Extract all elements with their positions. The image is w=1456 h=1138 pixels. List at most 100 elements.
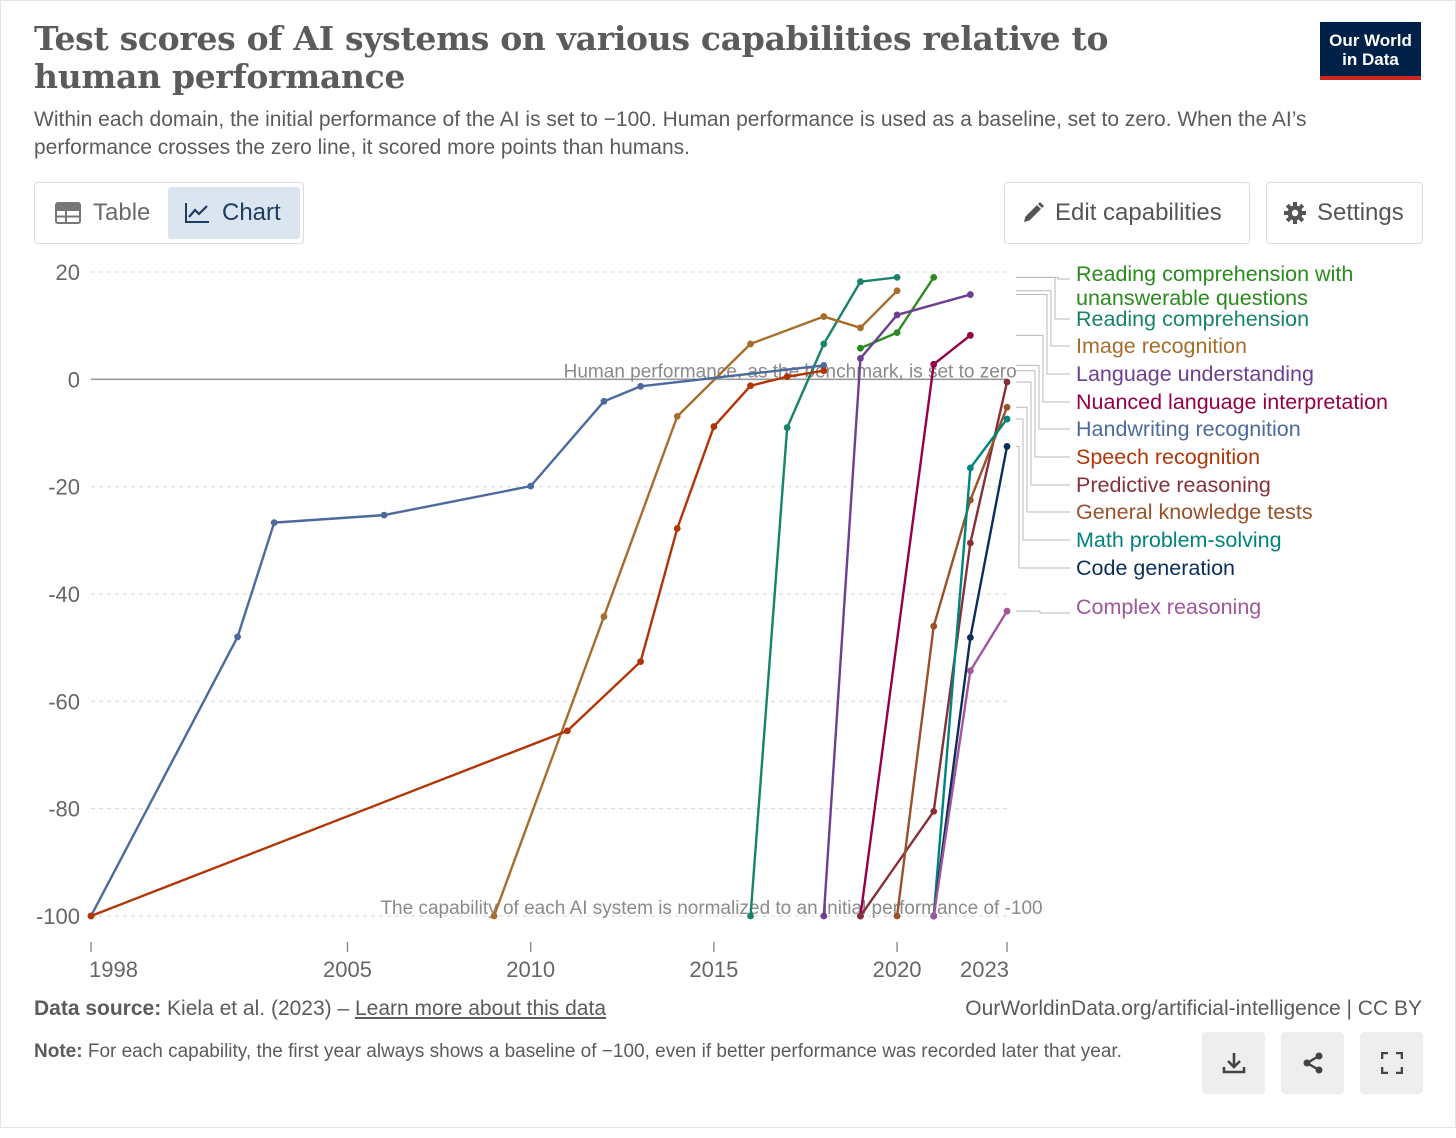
data-point	[966, 464, 974, 472]
source-prefix: Data source:	[34, 997, 162, 1020]
data-point	[234, 633, 241, 641]
y-tick-label: -20	[48, 475, 80, 500]
data-point	[783, 373, 791, 381]
settings-label: Settings	[1317, 199, 1404, 226]
x-tick-label: 2010	[506, 957, 555, 982]
y-tick-label: 0	[68, 367, 80, 392]
data-point	[747, 382, 754, 390]
data-point	[380, 511, 388, 519]
data-point	[527, 482, 535, 490]
data-point	[966, 634, 974, 641]
data-point	[673, 525, 681, 532]
data-point	[893, 273, 901, 281]
legend-label: Predictive reasoning	[1076, 473, 1271, 497]
credit-line[interactable]: OurWorldinData.org/artificial-intelligen…	[965, 997, 1422, 1020]
edit-capabilities-button[interactable]: Edit capabilities	[1004, 182, 1250, 244]
annotation-label: Human performance, as the benchmark, is …	[564, 361, 1017, 382]
series-line	[895, 406, 1009, 917]
legend-label: Reading comprehension	[1076, 307, 1309, 331]
data-point	[820, 313, 828, 320]
annotation-label: The capability of each AI system is norm…	[380, 898, 1042, 919]
line-chart-icon	[185, 203, 209, 223]
series-line	[932, 610, 1009, 917]
data-point	[930, 807, 938, 815]
data-point	[966, 667, 974, 675]
data-point	[857, 912, 864, 920]
series-line	[859, 334, 972, 917]
data-point	[893, 311, 901, 319]
learn-more-link[interactable]: Learn more about this data	[355, 997, 606, 1020]
data-point	[820, 340, 828, 348]
fullscreen-icon	[1380, 1052, 1403, 1074]
fullscreen-button[interactable]	[1360, 1032, 1423, 1094]
legend-label: Speech recognition	[1076, 445, 1260, 469]
gear-icon	[1284, 202, 1306, 224]
data-point	[783, 424, 791, 432]
data-point	[857, 324, 864, 332]
download-button[interactable]	[1202, 1032, 1265, 1094]
data-point	[1003, 443, 1011, 450]
series-line	[89, 364, 824, 917]
download-icon	[1222, 1053, 1245, 1074]
y-tick-label: -60	[48, 689, 80, 714]
logo-line-2: in Data	[1342, 50, 1399, 69]
data-point	[893, 287, 901, 295]
data-point	[270, 519, 278, 527]
legend-label: Language understanding	[1076, 362, 1314, 386]
legend-label: Complex reasoning	[1076, 595, 1261, 619]
tab-table-label: Table	[93, 199, 151, 226]
legend-connector	[1016, 334, 1070, 403]
share-icon	[1303, 1052, 1322, 1074]
data-point	[710, 423, 718, 430]
x-tick-label: 2015	[689, 957, 738, 982]
owid-logo[interactable]: Our World in Data	[1320, 22, 1421, 80]
share-button[interactable]	[1281, 1032, 1344, 1094]
data-point	[637, 658, 644, 666]
legend-label: Code generation	[1076, 556, 1235, 580]
tab-table[interactable]: Table	[39, 187, 167, 239]
data-point	[930, 912, 938, 920]
data-point	[857, 355, 864, 362]
tab-chart-label: Chart	[222, 199, 281, 226]
data-point	[600, 397, 608, 405]
legend-label: General knowledge tests	[1076, 500, 1313, 524]
pencil-icon	[1024, 202, 1044, 222]
x-tick-label: 2020	[873, 957, 922, 982]
legend-label: Image recognition	[1076, 334, 1247, 358]
data-point	[563, 727, 571, 735]
legend-label: Reading comprehension with unanswerable q…	[1076, 262, 1353, 310]
data-point	[1003, 378, 1011, 386]
source-text: Kiela et al. (2023) –	[161, 997, 355, 1020]
y-tick-label: 20	[56, 260, 80, 285]
y-tick-label: -80	[48, 797, 80, 822]
note-text: For each capability, the first year alwa…	[82, 1041, 1122, 1062]
data-source: Data source: Kiela et al. (2023) – Learn…	[34, 997, 606, 1021]
legend-connector	[1016, 418, 1070, 541]
edit-capabilities-label: Edit capabilities	[1055, 199, 1222, 226]
data-point	[820, 367, 828, 375]
data-point	[893, 912, 901, 920]
legend-connector	[1016, 276, 1070, 320]
data-point	[930, 273, 938, 281]
data-point	[966, 291, 974, 298]
view-tabs: Table Chart	[34, 182, 304, 244]
x-tick-label: 1998	[89, 957, 138, 982]
data-point	[820, 361, 828, 369]
tab-chart[interactable]: Chart	[168, 187, 300, 239]
legend-connector	[1016, 294, 1070, 375]
x-tick-label: 2023	[960, 957, 1009, 982]
chart-subtitle: Within each domain, the initial performa…	[34, 108, 1307, 159]
data-point	[857, 278, 864, 286]
chart-title: Test scores of AI systems on various cap…	[34, 19, 1109, 96]
series-line	[822, 293, 971, 917]
data-point	[857, 344, 864, 352]
legend-connector	[1016, 290, 1070, 347]
data-point	[637, 382, 644, 390]
legend-connector	[1016, 364, 1070, 430]
settings-button[interactable]: Settings	[1266, 182, 1423, 244]
chart-note: Note: For each capability, the first yea…	[34, 1040, 1144, 1064]
data-point	[673, 412, 681, 420]
legend-connector	[1016, 381, 1070, 486]
legend-connector	[1016, 406, 1070, 513]
data-point	[490, 912, 498, 920]
